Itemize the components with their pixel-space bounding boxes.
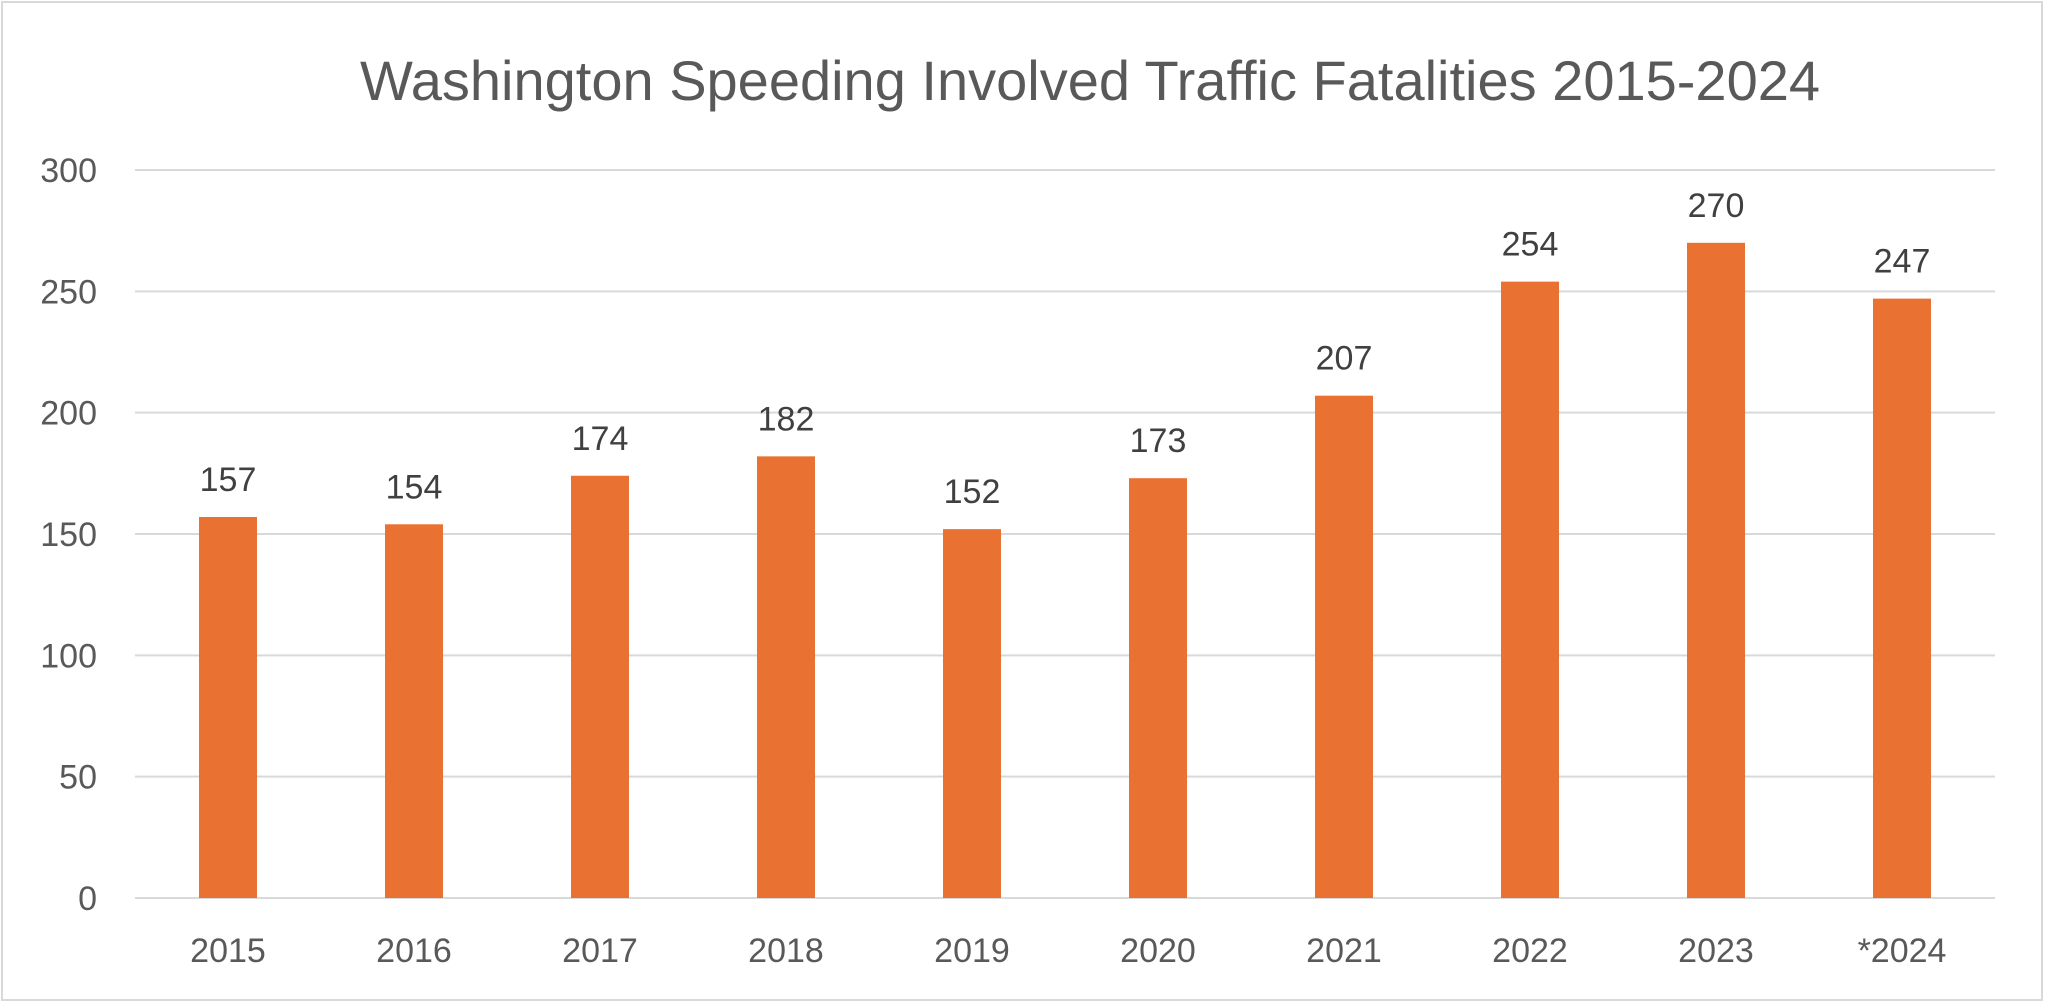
y-tick-label: 300 — [40, 152, 97, 190]
y-tick-label: 100 — [40, 637, 97, 675]
data-labels: 157 154 174 182 152 173 207 254 270 247 — [200, 187, 1931, 511]
bar — [199, 517, 257, 898]
data-label: 154 — [386, 468, 443, 506]
x-tick-label: *2024 — [1858, 932, 1947, 970]
x-tick-label: 2016 — [376, 932, 452, 970]
data-label: 152 — [944, 473, 1001, 511]
x-tick-label: 2023 — [1678, 932, 1754, 970]
bar — [1501, 281, 1559, 898]
x-tick-label: 2015 — [190, 932, 266, 970]
x-tick-label: 2022 — [1492, 932, 1568, 970]
y-tick-label: 150 — [40, 516, 97, 554]
x-tick-label: 2018 — [748, 932, 824, 970]
data-label: 207 — [1316, 340, 1373, 378]
data-label: 182 — [758, 400, 815, 438]
x-tick-label: 2021 — [1306, 932, 1382, 970]
x-axis-ticks: 2015 2016 2017 2018 2019 2020 2021 2022 2023 *202… — [190, 932, 1946, 970]
y-tick-label: 200 — [40, 395, 97, 433]
data-label: 254 — [1502, 226, 1559, 264]
x-tick-label: 2017 — [562, 932, 638, 970]
y-tick-label: 250 — [40, 273, 97, 311]
bar — [1129, 478, 1187, 898]
y-tick-label: 0 — [78, 880, 97, 918]
bar — [757, 456, 815, 898]
data-label: 157 — [200, 461, 257, 499]
bar — [943, 529, 1001, 898]
gridlines — [135, 169, 1995, 899]
y-axis-ticks: 0 50 100 150 200 250 300 — [40, 152, 97, 918]
y-tick-label: 50 — [59, 759, 97, 797]
chart-title: Washington Speeding Involved Traffic Fat… — [360, 49, 1820, 112]
bar — [1687, 242, 1745, 899]
x-tick-label: 2019 — [934, 932, 1010, 970]
bar — [571, 475, 629, 898]
data-label: 247 — [1874, 243, 1931, 281]
data-label: 174 — [572, 420, 629, 458]
bar — [385, 524, 443, 898]
x-tick-label: 2020 — [1120, 932, 1196, 970]
bar — [1315, 395, 1373, 898]
bars — [199, 242, 1931, 899]
data-label: 270 — [1688, 187, 1745, 225]
bar — [1873, 298, 1931, 898]
data-label: 173 — [1130, 422, 1187, 460]
